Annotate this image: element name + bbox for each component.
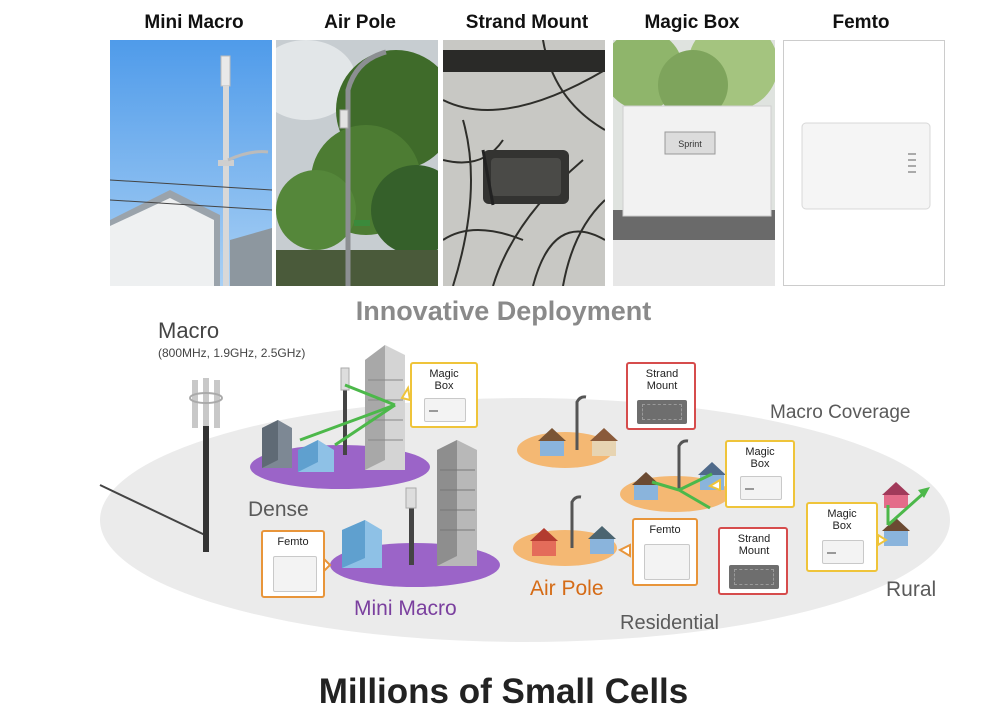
mini-macro-label: Mini Macro <box>354 597 457 620</box>
magic-box-photo-label: Sprint <box>678 139 702 149</box>
photo-mini-macro <box>110 40 272 286</box>
rural-label: Rural <box>886 578 937 601</box>
headline-innovative-deployment: Innovative Deployment <box>355 296 652 326</box>
callout-femto-residential: Femto <box>632 518 698 586</box>
macro-label: Macro <box>158 318 220 343</box>
callout-magic-box-rural: Magic Box <box>806 502 878 572</box>
air-pole-illustration <box>276 40 438 286</box>
air-pole-2 <box>677 439 689 490</box>
rural-links <box>886 490 926 527</box>
callout-magic-box-dense: Magic Box <box>410 362 478 428</box>
residential-label: Residential <box>620 612 719 634</box>
mini-macro-illustration <box>110 40 272 286</box>
houses-residential-3 <box>530 526 616 556</box>
air-pole-1 <box>575 395 587 450</box>
building-small-left <box>262 420 292 468</box>
strand-mount-device <box>729 565 779 589</box>
magic-box-illustration <box>613 40 775 286</box>
photo-air-pole <box>276 40 438 286</box>
dense-links <box>299 383 396 447</box>
strand-mount-illustration <box>443 40 605 286</box>
photo-strand-mount <box>443 40 605 286</box>
femto-device <box>273 556 317 592</box>
macro-bands-label: (800MHz, 1.9GHz, 2.5GHz) <box>158 346 306 360</box>
houses-residential-1 <box>538 428 618 456</box>
magic-box-device <box>740 476 782 500</box>
magic-box-device <box>424 398 466 422</box>
building-blue-lower <box>342 520 382 568</box>
strand-mount-device <box>637 400 687 424</box>
panel-title-air-pole: Air Pole <box>324 12 396 33</box>
dense-mini-macro-pole <box>343 370 347 455</box>
panel-title-mini-macro: Mini Macro <box>144 12 244 33</box>
air-pole-label: Air Pole <box>530 577 604 600</box>
callout-femto-dense: Femto <box>261 530 325 598</box>
dense-label: Dense <box>248 498 309 521</box>
panel-title-magic-box: Magic Box <box>644 12 740 33</box>
callout-strand-mount-bottom: Strand Mount <box>718 527 788 595</box>
callout-strand-mount-top: Strand Mount <box>626 362 696 430</box>
femto-illustration <box>784 41 944 285</box>
bottom-title: Millions of Small Cells <box>318 672 689 711</box>
houses-rural <box>882 482 910 546</box>
photo-femto <box>783 40 945 286</box>
photo-magic-box: Sprint <box>613 40 775 286</box>
callout-magic-box-residential: Magic Box <box>725 440 795 508</box>
residential-links <box>651 472 713 510</box>
panel-title-strand-mount: Strand Mount <box>465 12 589 33</box>
lower-mini-macro-pole <box>409 490 414 565</box>
macro-tower-pole <box>203 420 209 552</box>
building-blue <box>298 440 334 472</box>
air-pole-3 <box>570 495 582 548</box>
femto-device <box>644 544 690 580</box>
panel-title-femto: Femto <box>832 12 890 33</box>
macro-coverage-label: Macro Coverage <box>770 402 911 423</box>
skyscraper-tall <box>437 440 477 566</box>
magic-box-device <box>822 540 864 564</box>
